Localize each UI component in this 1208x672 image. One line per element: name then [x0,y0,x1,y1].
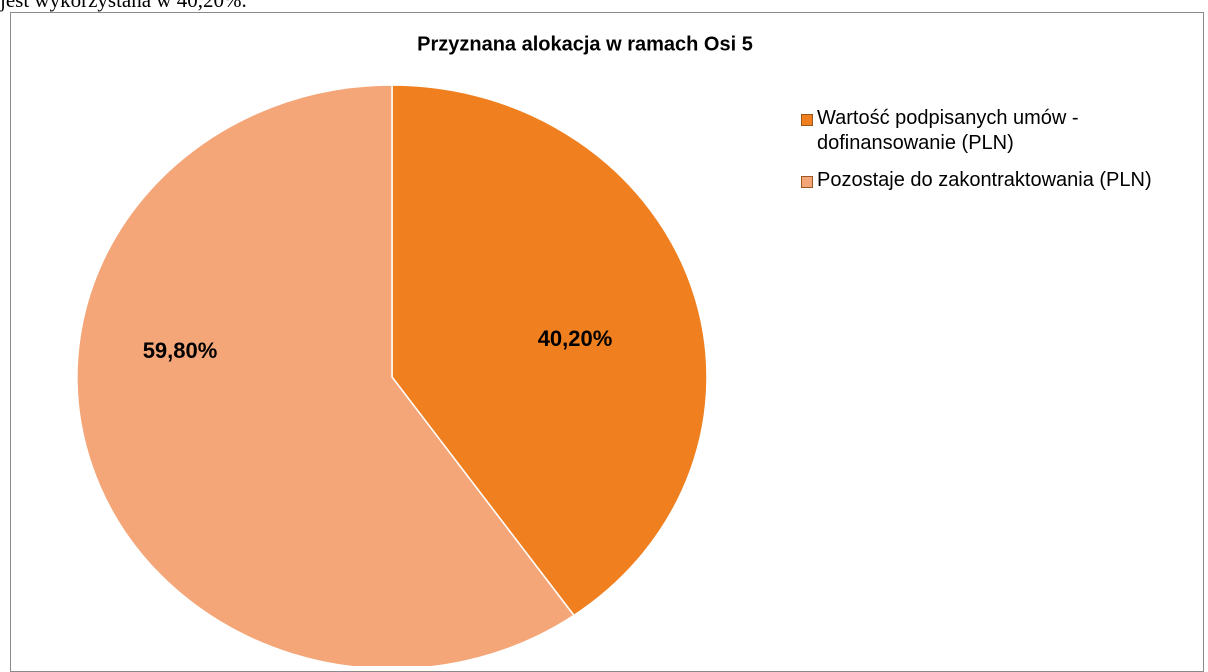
legend-label: Wartość podpisanych umów - dofinansowani… [817,107,1079,154]
pie-slice [391,84,708,617]
data-label: 40,20% [538,326,613,351]
legend-item: Pozostaje do zakontraktowania (PLN) [801,168,1201,193]
legend-swatch [801,114,813,126]
chart-title: Przyznana alokacja w ramach Osi 5 [417,33,753,55]
legend-label: Pozostaje do zakontraktowania (PLN) [817,169,1152,191]
legend: Wartość podpisanych umów - dofinansowani… [801,106,1201,205]
data-label: 59,80% [143,338,218,363]
text-above: jest wykorzystana w 40,20%. [0,0,247,12]
pie-slice [76,84,576,666]
legend-item: Wartość podpisanych umów - dofinansowani… [801,106,1201,156]
legend-swatch [801,176,813,188]
